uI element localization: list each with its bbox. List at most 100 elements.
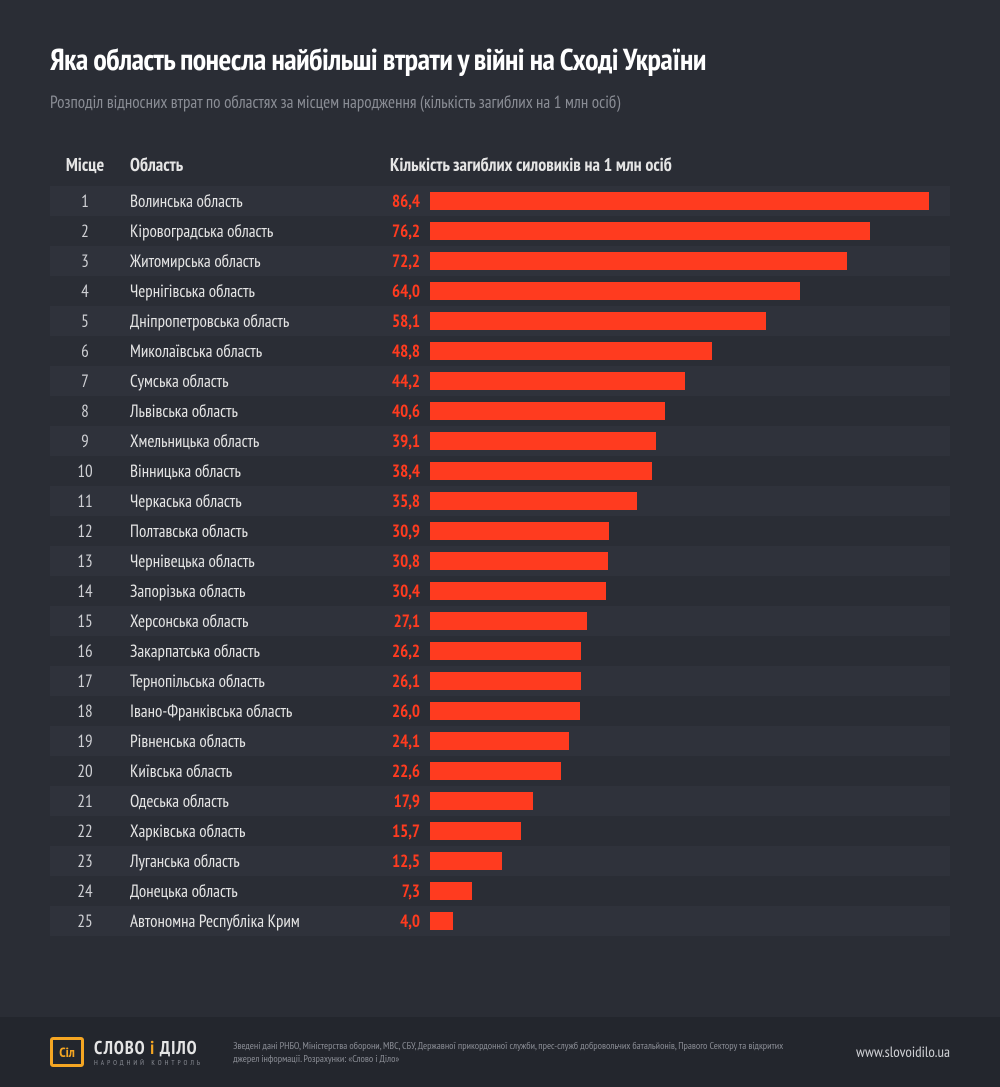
region-cell: Закарпатська область [120,640,380,662]
table-row: 15Херсонська область27,1 [50,606,950,636]
table-row: 12Полтавська область30,9 [50,516,950,546]
bar-wrap [430,912,950,930]
value-cell: 17,9 [380,790,430,812]
region-cell: Черкаська область [120,490,380,512]
table-header: Місце Область Кількість загиблих силовик… [50,153,950,186]
value-cell: 35,8 [380,490,430,512]
bar [430,672,581,690]
logo-accent: і [150,1036,155,1059]
bar-wrap [430,402,950,420]
bar-wrap [430,222,950,240]
credits: Зведені дані РНБО, Міністерства оборони,… [233,1039,793,1065]
region-cell: Полтавська область [120,520,380,542]
rank-cell: 12 [50,520,120,542]
logo-icon: Сіл [50,1037,84,1067]
region-cell: Харківська область [120,820,380,842]
value-cell: 30,9 [380,520,430,542]
value-cell: 48,8 [380,340,430,362]
bar [430,552,608,570]
bar [430,522,609,540]
region-cell: Вінницька область [120,460,380,482]
page-title: Яка область понесла найбільші втрати у в… [50,40,950,79]
region-cell: Київська область [120,760,380,782]
table-row: 9Хмельницька область39,1 [50,426,950,456]
value-cell: 30,4 [380,580,430,602]
bar [430,342,712,360]
bar-wrap [430,822,950,840]
bar-wrap [430,282,950,300]
logo-text: СЛОВО і ДІЛО НАРОДНИЙ КОНТРОЛЬ [94,1039,203,1066]
table-row: 5Дніпропетровська область58,1 [50,306,950,336]
table-row: 25Автономна Республіка Крим4,0 [50,906,950,936]
bar-wrap [430,732,950,750]
bar-wrap [430,492,950,510]
region-cell: Кіровоградська область [120,220,380,242]
rank-cell: 11 [50,490,120,512]
bar-wrap [430,372,950,390]
bar-wrap [430,882,950,900]
value-cell: 15,7 [380,820,430,842]
rank-cell: 20 [50,760,120,782]
table-row: 1Волинська область86,4 [50,186,950,216]
table-row: 7Сумська область44,2 [50,366,950,396]
region-cell: Чернівецька область [120,550,380,572]
rank-cell: 23 [50,850,120,872]
table-row: 16Закарпатська область26,2 [50,636,950,666]
value-cell: 39,1 [380,430,430,452]
bar [430,402,665,420]
bar-wrap [430,852,950,870]
bar-wrap [430,552,950,570]
bar [430,192,929,210]
rank-cell: 24 [50,880,120,902]
table-row: 4Чернігівська область64,0 [50,276,950,306]
bar-wrap [430,582,950,600]
bar-wrap [430,252,950,270]
bar-wrap [430,612,950,630]
region-cell: Одеська область [120,790,380,812]
bar [430,282,800,300]
table-row: 19Рівненська область24,1 [50,726,950,756]
region-cell: Дніпропетровська область [120,310,380,332]
table-row: 13Чернівецька область30,8 [50,546,950,576]
bar [430,312,766,330]
rank-cell: 18 [50,700,120,722]
value-cell: 40,6 [380,400,430,422]
rank-cell: 14 [50,580,120,602]
region-cell: Житомирська область [120,250,380,272]
region-cell: Тернопільська область [120,670,380,692]
rank-cell: 17 [50,670,120,692]
value-cell: 26,1 [380,670,430,692]
header-value: Кількість загиблих силовиків на 1 млн ос… [380,153,950,176]
value-cell: 4,0 [380,910,430,932]
bar [430,822,521,840]
rank-cell: 1 [50,190,120,212]
region-cell: Донецька область [120,880,380,902]
rank-cell: 2 [50,220,120,242]
region-cell: Запорізька область [120,580,380,602]
rank-cell: 7 [50,370,120,392]
bar-wrap [430,792,950,810]
region-cell: Рівненська область [120,730,380,752]
rank-cell: 5 [50,310,120,332]
region-cell: Івано-Франківська область [120,700,380,722]
bar [430,492,637,510]
bar [430,702,580,720]
page-subtitle: Розподіл відносних втрат по областях за … [50,91,950,113]
rank-cell: 15 [50,610,120,632]
bar [430,222,870,240]
region-cell: Херсонська область [120,610,380,632]
logo-sub: НАРОДНИЙ КОНТРОЛЬ [94,1059,203,1066]
logo-main: СЛОВО і ДІЛО [94,1039,203,1057]
footer: Сіл СЛОВО і ДІЛО НАРОДНИЙ КОНТРОЛЬ Зведе… [0,1017,1000,1087]
rank-cell: 10 [50,460,120,482]
region-cell: Миколаївська область [120,340,380,362]
table-row: 21Одеська область17,9 [50,786,950,816]
rank-cell: 25 [50,910,120,932]
rank-cell: 3 [50,250,120,272]
rank-cell: 21 [50,790,120,812]
rank-cell: 9 [50,430,120,452]
header-region: Область [120,153,380,176]
region-cell: Чернігівська область [120,280,380,302]
value-cell: 76,2 [380,220,430,242]
value-cell: 26,0 [380,700,430,722]
